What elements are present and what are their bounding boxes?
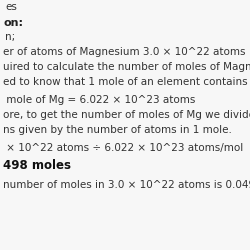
Text: on:: on: (3, 18, 23, 28)
Text: number of moles in 3.0 × 10^22 atoms is 0.0498 m: number of moles in 3.0 × 10^22 atoms is … (3, 180, 250, 190)
Text: × 10^22 atoms ÷ 6.022 × 10^23 atoms/mol: × 10^22 atoms ÷ 6.022 × 10^23 atoms/mol (3, 143, 243, 153)
Text: uired to calculate the number of moles of Magnes: uired to calculate the number of moles o… (3, 62, 250, 72)
Text: ns given by the number of atoms in 1 mole.: ns given by the number of atoms in 1 mol… (3, 125, 232, 135)
Text: er of atoms of Magnesium 3.0 × 10^22 atoms: er of atoms of Magnesium 3.0 × 10^22 ato… (3, 47, 246, 57)
Text: ed to know that 1 mole of an element contains 6.0: ed to know that 1 mole of an element con… (3, 77, 250, 87)
Text: es: es (5, 2, 17, 12)
Text: n;: n; (5, 32, 15, 42)
Text: ore, to get the number of moles of Mg we divide t: ore, to get the number of moles of Mg we… (3, 110, 250, 120)
Text: 498 moles: 498 moles (3, 159, 71, 172)
Text: mole of Mg = 6.022 × 10^23 atoms: mole of Mg = 6.022 × 10^23 atoms (3, 95, 196, 105)
